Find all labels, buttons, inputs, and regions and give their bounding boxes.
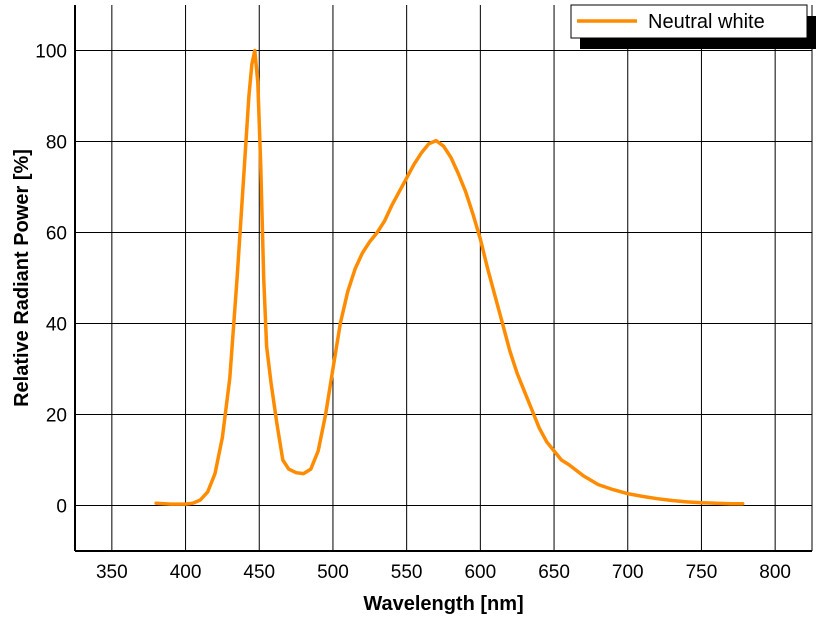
series-layer: [154, 48, 745, 506]
x-tick-label: 600: [464, 562, 496, 583]
x-axis-title: Wavelength [nm]: [363, 593, 523, 615]
y-tick-label: 60: [46, 224, 67, 245]
x-tick-label: 500: [317, 562, 349, 583]
y-tick-label: 20: [46, 406, 67, 427]
tick-labels: 350 400 450 500 550 600 650 700 750 800 0 20 40 60 80 1…: [35, 42, 791, 584]
x-tick-label: 650: [538, 562, 570, 583]
y-tick-label: 100: [35, 42, 67, 63]
x-tick-label: 400: [170, 562, 202, 583]
series-line: [154, 48, 745, 506]
y-tick-label: 40: [46, 315, 67, 336]
legend-label: Neutral white: [648, 11, 765, 33]
x-tick-label: 350: [96, 562, 128, 583]
legend: Neutral white: [570, 4, 816, 49]
y-tick-label: 80: [46, 133, 67, 154]
grid: [75, 5, 812, 551]
x-tick-label: 750: [686, 562, 718, 583]
x-tick-label: 800: [759, 562, 791, 583]
y-axis-title: Relative Radiant Power [%]: [11, 149, 33, 407]
x-tick-label: 450: [243, 562, 275, 583]
axes: [74, 5, 813, 552]
y-tick-label: 0: [56, 497, 67, 518]
x-tick-label: 550: [391, 562, 423, 583]
x-tick-label: 700: [612, 562, 644, 583]
